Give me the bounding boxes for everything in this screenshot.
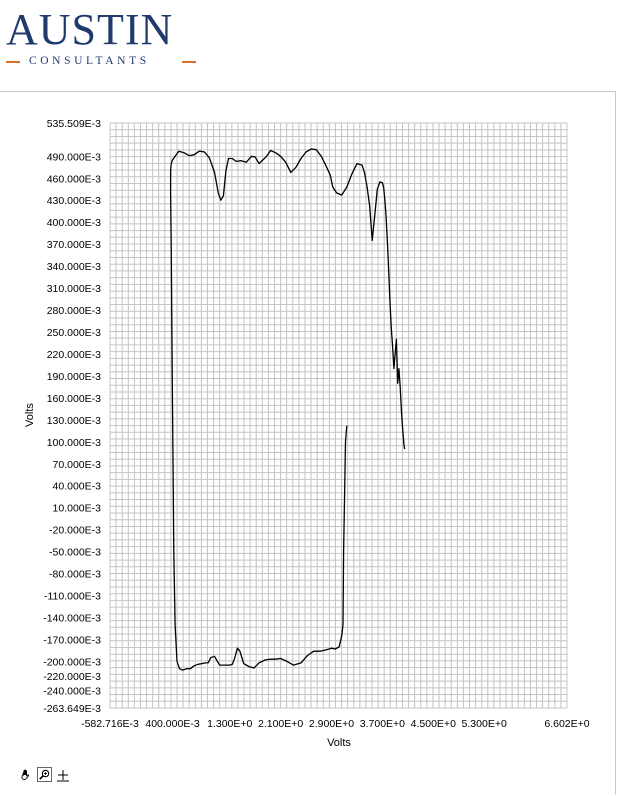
x-tick-label: 6.602E+0 [544,718,589,730]
y-tick-label: 40.000E-3 [53,481,102,493]
y-tick-label: -140.000E-3 [43,612,101,624]
y-tick-label: 220.000E-3 [47,349,101,361]
y-tick-label: 310.000E-3 [47,283,101,295]
y-tick-label: 535.509E-3 [47,118,101,130]
x-axis-label: Volts [327,737,351,749]
y-tick-label: -20.000E-3 [49,525,101,537]
x-tick-label: 400.000E-3 [145,718,199,730]
y-tick-label: -220.000E-3 [43,671,101,683]
y-axis-label: Volts [24,403,36,427]
plot-grid [109,122,568,709]
logo-subtitle-row: CONSULTANTS [6,55,196,69]
chart-toolbar [19,767,70,783]
y-tick-label: -263.649E-3 [43,703,101,715]
logo-subtitle: CONSULTANTS [29,55,150,67]
x-tick-label: 1.300E+0 [207,718,252,730]
y-tick-label: -80.000E-3 [49,569,101,581]
x-tick-label: -582.716E-3 [81,718,139,730]
x-tick-label: 4.500E+0 [411,718,456,730]
company-logo: AUSTIN CONSULTANTS [6,8,196,69]
x-tick-label: 2.100E+0 [258,718,303,730]
y-tick-label: -50.000E-3 [49,547,101,559]
y-tick-label: 430.000E-3 [47,195,101,207]
logo-title: AUSTIN [6,5,174,54]
logo-accent-bar-right [182,61,196,63]
y-tick-label: -170.000E-3 [43,634,101,646]
x-tick-label: 2.900E+0 [309,718,354,730]
y-tick-label: -110.000E-3 [44,591,101,603]
y-tick-label: 10.000E-3 [53,503,102,515]
y-tick-label: -240.000E-3 [43,686,101,698]
y-tick-label: 160.000E-3 [47,393,101,405]
pan-hand-icon[interactable] [19,767,34,782]
y-tick-label: 100.000E-3 [47,437,101,449]
crosshair-icon[interactable] [55,767,70,782]
x-tick-label: 3.700E+0 [360,718,405,730]
y-tick-label: -200.000E-3 [43,656,101,668]
y-tick-label: 400.000E-3 [47,217,101,229]
x-tick-label: 5.300E+0 [462,718,507,730]
chart-frame [0,91,616,795]
zoom-icon[interactable] [37,767,52,782]
series-line [169,148,406,671]
y-tick-label: 490.000E-3 [47,151,101,163]
y-tick-label: 190.000E-3 [47,371,101,383]
y-tick-label: 250.000E-3 [47,327,101,339]
y-tick-label: 70.000E-3 [53,459,102,471]
y-tick-label: 340.000E-3 [47,261,101,273]
y-tick-label: 460.000E-3 [47,173,101,185]
y-tick-label: 130.000E-3 [47,415,101,427]
y-tick-label: 370.000E-3 [47,239,101,251]
y-tick-label: 280.000E-3 [47,305,101,317]
logo-accent-bar-left [6,61,20,63]
